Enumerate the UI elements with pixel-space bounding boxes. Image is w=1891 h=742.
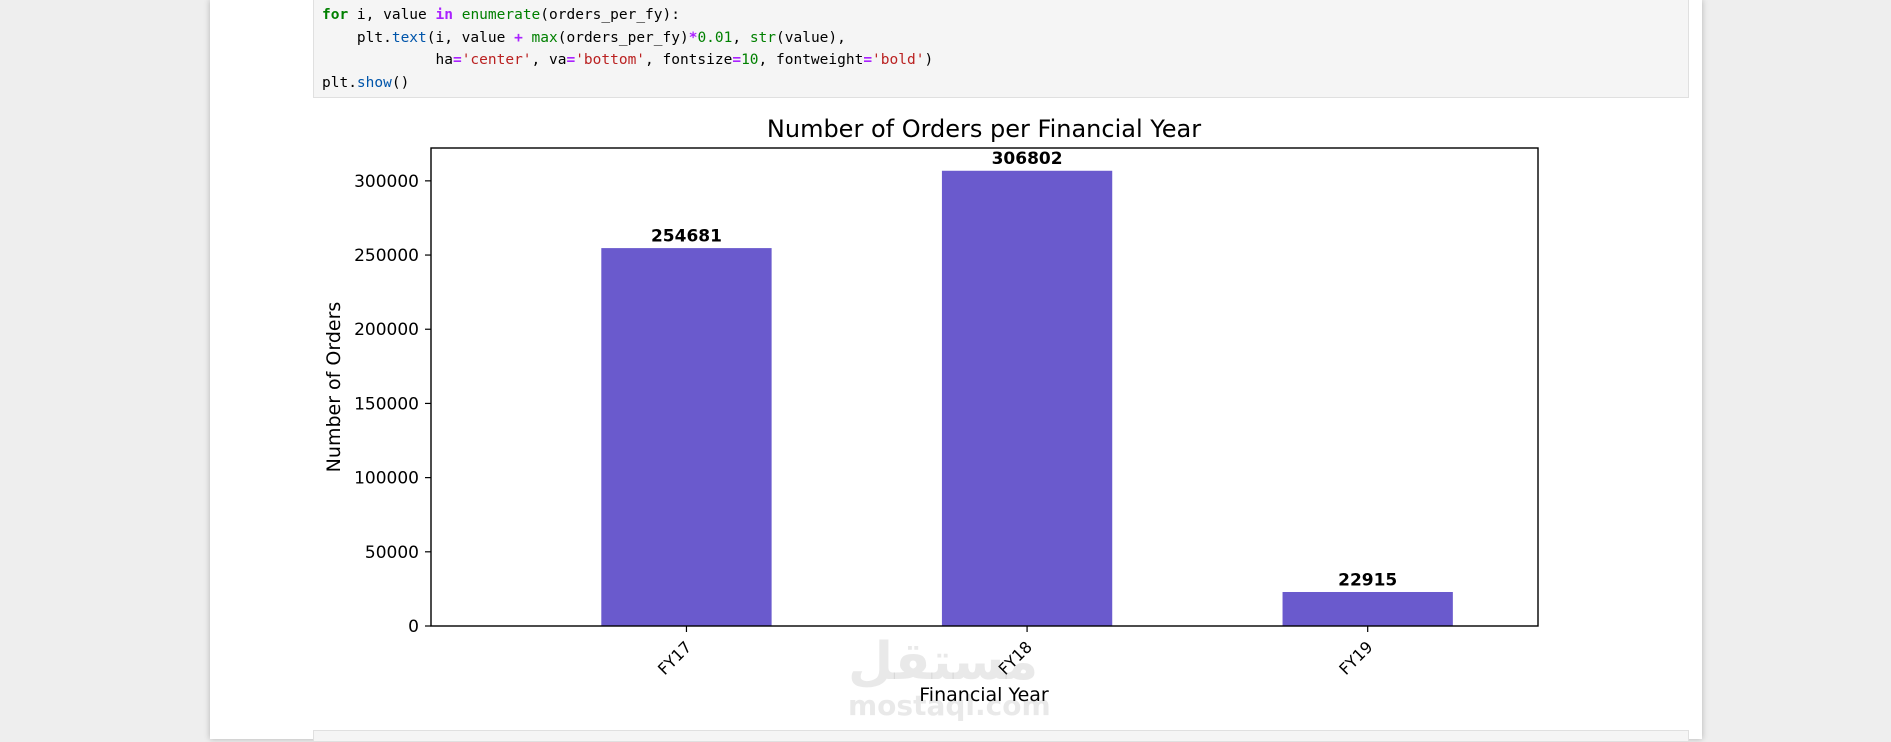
y-tick-label: 250000: [354, 246, 419, 266]
x-tick-label-fy19: FY19: [1335, 637, 1376, 678]
y-axis-label: Number of Orders: [323, 302, 345, 473]
y-tick-label: 0: [408, 617, 419, 637]
plot-frame: [430, 147, 1539, 627]
code-cell[interactable]: for i, value in enumerate(orders_per_fy)…: [313, 0, 1689, 98]
y-tick-label: 100000: [354, 469, 419, 489]
y-tick-label: 200000: [354, 320, 419, 340]
chart-title: Number of Orders per Financial Year: [767, 115, 1201, 143]
data-label-fy19: 22915: [1338, 570, 1397, 590]
data-label-fy17: 254681: [651, 227, 722, 247]
y-tick-label: 300000: [354, 172, 419, 192]
x-axis-label: Financial Year: [919, 684, 1049, 706]
y-tick-label: 50000: [365, 543, 419, 563]
bar-fy19: [1282, 591, 1453, 626]
plot-area: 254681 FY17 306802 FY18 22915 FY19 0 50000 10000…: [354, 147, 1539, 679]
bar-fy17: [601, 248, 772, 626]
y-tick-label: 150000: [354, 394, 419, 414]
code-block: for i, value in enumerate(orders_per_fy)…: [322, 7, 934, 91]
x-tick-label-fy18: FY18: [995, 637, 1036, 678]
data-label-fy18: 306802: [992, 149, 1063, 169]
bar-fy18: [941, 170, 1113, 626]
x-tick-label-fy17: FY17: [654, 637, 695, 678]
